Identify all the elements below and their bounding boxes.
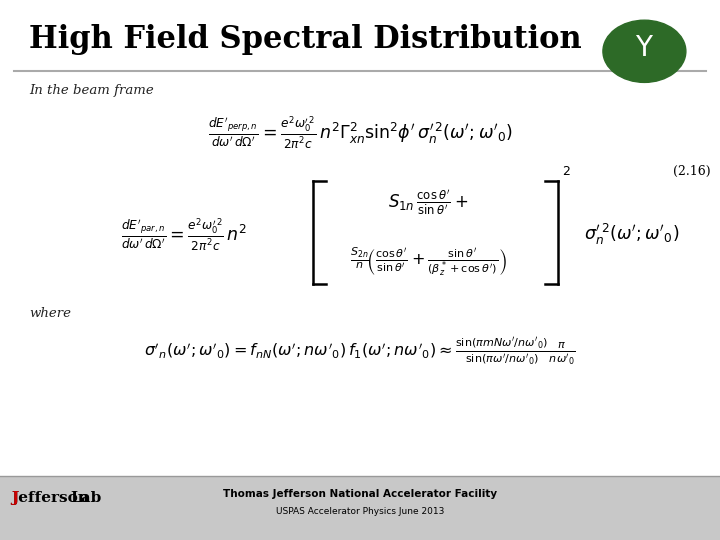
Text: $2$: $2$	[562, 165, 570, 178]
Text: J: J	[11, 491, 18, 505]
Circle shape	[603, 20, 686, 83]
Text: $\frac{S_{2n}}{n}\!\left(\frac{\cos\theta'}{\sin\theta'} + \frac{\sin\theta'}{(\: $\frac{S_{2n}}{n}\!\left(\frac{\cos\thet…	[350, 246, 507, 278]
Text: $\sigma_n^{\prime\,2}(\omega';\omega'_0)$: $\sigma_n^{\prime\,2}(\omega';\omega'_0)…	[585, 222, 680, 247]
Text: Lab: Lab	[71, 491, 102, 505]
Text: $\sigma'_n(\omega';\omega'_0) = f_{nN}(\omega';n\omega'_0)\,f_1(\omega';n\omega': $\sigma'_n(\omega';\omega'_0) = f_{nN}(\…	[144, 335, 576, 367]
FancyBboxPatch shape	[0, 476, 720, 540]
Text: $\frac{dE'_{perp,n}}{d\omega'\, d\Omega'} = \frac{e^2 \omega_0^{\prime\,2}}{2\pi: $\frac{dE'_{perp,n}}{d\omega'\, d\Omega'…	[207, 114, 513, 151]
Text: $\Upsilon$: $\Upsilon$	[635, 34, 654, 62]
Text: $S_{1n}\,\frac{\cos\theta'}{\sin\theta'} +$: $S_{1n}\,\frac{\cos\theta'}{\sin\theta'}…	[388, 188, 469, 217]
Text: In the beam frame: In the beam frame	[29, 84, 153, 97]
Text: where: where	[29, 307, 71, 320]
Text: Jefferson: Jefferson	[11, 491, 89, 505]
Text: USPAS Accelerator Physics June 2013: USPAS Accelerator Physics June 2013	[276, 508, 444, 516]
Text: Thomas Jefferson National Accelerator Facility: Thomas Jefferson National Accelerator Fa…	[223, 489, 497, 499]
Text: (2.16): (2.16)	[673, 165, 711, 178]
Text: High Field Spectral Distribution: High Field Spectral Distribution	[29, 24, 582, 55]
Text: $\frac{dE'_{par,n}}{d\omega'\, d\Omega'} = \frac{e^2 \omega_0^{\prime\,2}}{2\pi^: $\frac{dE'_{par,n}}{d\omega'\, d\Omega'}…	[120, 217, 247, 253]
